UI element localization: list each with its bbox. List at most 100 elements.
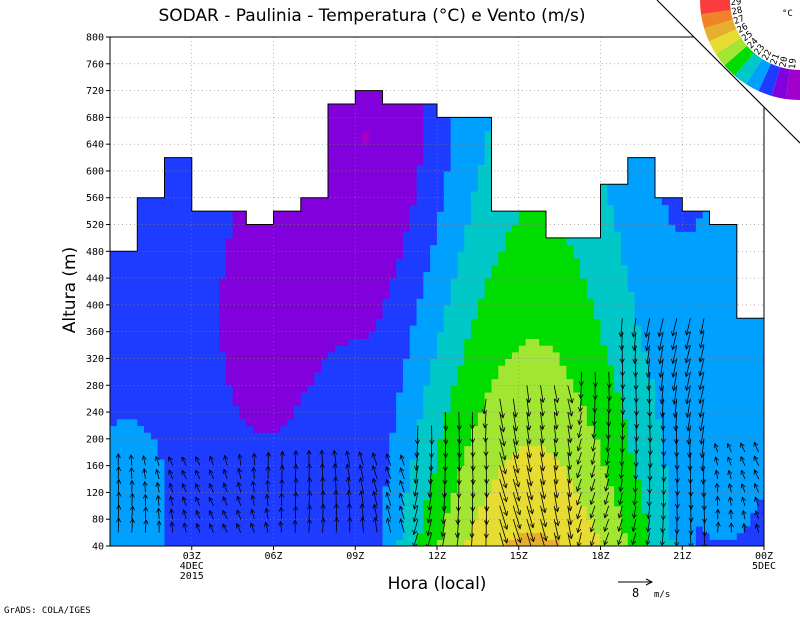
temperature-cell (423, 345, 431, 353)
temperature-cell (137, 264, 145, 273)
temperature-cell (409, 278, 418, 286)
temperature-cell (464, 37, 471, 44)
temperature-cell (253, 418, 261, 427)
temperature-cell (526, 50, 533, 57)
temperature-cell (430, 445, 438, 453)
temperature-cell (184, 438, 193, 447)
temperature-cell (423, 284, 431, 293)
temperature-cell (334, 224, 343, 232)
temperature-cell (144, 197, 152, 206)
temperature-cell (157, 452, 166, 460)
temperature-cell (532, 164, 540, 172)
temperature-cell (396, 445, 404, 453)
temperature-cell (171, 298, 179, 306)
temperature-cell (525, 90, 533, 98)
temperature-cell (328, 398, 336, 406)
temperature-cell (205, 345, 213, 353)
temperature-cell (430, 37, 437, 44)
temperature-cell (205, 224, 213, 232)
temperature-cell (178, 224, 186, 232)
temperature-cell (150, 311, 159, 319)
temperature-cell (246, 90, 254, 98)
temperature-cell (164, 378, 172, 386)
temperature-cell (328, 211, 336, 219)
temperature-cell (382, 318, 390, 326)
temperature-cell (300, 278, 309, 286)
temperature-cell (150, 378, 159, 386)
temperature-cell (491, 412, 499, 420)
temperature-cell (246, 324, 254, 333)
temperature-cell (150, 472, 159, 480)
temperature-cell (205, 57, 212, 64)
temperature-cell (314, 479, 322, 487)
temperature-cell (130, 237, 138, 246)
temperature-cell (518, 398, 527, 406)
temperature-cell (233, 70, 240, 77)
temperature-cell (246, 458, 254, 467)
temperature-cell (287, 398, 295, 406)
temperature-cell (191, 170, 200, 179)
temperature-cell (348, 57, 355, 64)
temperature-cell (477, 378, 486, 386)
temperature-cell (246, 271, 254, 279)
temperature-cell (546, 170, 554, 179)
temperature-cell (362, 110, 370, 118)
temperature-cell (539, 130, 547, 139)
temperature-cell (464, 177, 472, 185)
temperature-cell (368, 485, 377, 494)
temperature-cell (430, 124, 438, 132)
temperature-cell (246, 398, 254, 406)
temperature-cell (402, 217, 411, 226)
temperature-cell (171, 512, 179, 520)
temperature-cell (464, 137, 472, 145)
temperature-cell (402, 318, 411, 326)
temperature-cell (437, 412, 445, 420)
temperature-cell (150, 331, 159, 339)
temperature-cell (110, 458, 118, 467)
temperature-cell (266, 458, 275, 467)
temperature-cell (457, 304, 465, 313)
temperature-cell (355, 512, 363, 520)
temperature-cell (416, 244, 424, 252)
temperature-cell (341, 144, 350, 152)
temperature-cell (355, 391, 363, 400)
temperature-cell (484, 251, 493, 259)
temperature-cell (300, 311, 309, 319)
temperature-cell (212, 110, 220, 118)
temperature-cell (396, 271, 404, 279)
temperature-cell (246, 103, 254, 112)
temperature-cell (321, 472, 329, 480)
temperature-cell (334, 124, 343, 132)
temperature-cell (246, 405, 254, 413)
temperature-cell (300, 164, 309, 172)
temperature-cell (123, 391, 132, 400)
temperature-cell (382, 164, 390, 172)
temperature-cell (375, 137, 384, 145)
temperature-cell (498, 191, 506, 199)
temperature-cell (450, 211, 459, 219)
temperature-cell (471, 124, 479, 132)
temperature-cell (280, 224, 288, 232)
temperature-cell (328, 103, 336, 112)
temperature-cell (491, 445, 499, 453)
temperature-cell (116, 405, 125, 413)
temperature-cell (443, 170, 452, 179)
temperature-cell (266, 204, 275, 212)
temperature-cell (225, 365, 234, 373)
temperature-cell (232, 177, 241, 185)
temperature-cell (423, 505, 431, 514)
temperature-cell (219, 425, 227, 433)
temperature-cell (443, 432, 452, 440)
temperature-cell (362, 405, 370, 413)
temperature-cell (280, 385, 288, 393)
temperature-cell (239, 57, 246, 64)
temperature-cell (437, 418, 445, 427)
temperature-cell (157, 291, 166, 299)
temperature-cell (164, 258, 172, 266)
temperature-cell (239, 304, 247, 313)
temperature-cell (355, 103, 363, 112)
temperature-cell (144, 512, 152, 520)
temperature-cell (450, 445, 459, 453)
temperature-cell (205, 237, 213, 246)
temperature-cell (471, 492, 479, 500)
